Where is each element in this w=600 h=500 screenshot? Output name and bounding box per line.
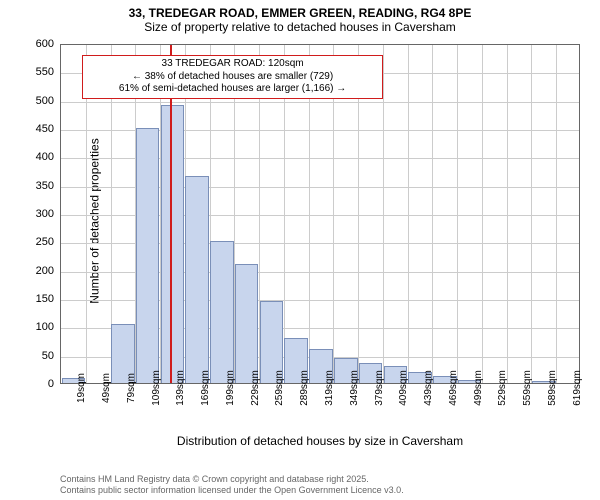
x-tick-label: 379sqm [374, 370, 385, 406]
x-tick-label: 409sqm [398, 370, 409, 406]
y-tick-label: 450 [14, 123, 54, 135]
x-tick-label: 319sqm [324, 370, 335, 406]
gridline-v [432, 45, 433, 383]
x-tick-label: 589sqm [547, 370, 558, 406]
x-tick-label: 229sqm [250, 370, 261, 406]
gridline-v [408, 45, 409, 383]
x-tick-label: 139sqm [175, 370, 186, 406]
y-tick-label: 100 [14, 321, 54, 333]
x-tick-label: 109sqm [151, 370, 162, 406]
y-tick-label: 50 [14, 350, 54, 362]
gridline-v [457, 45, 458, 383]
footer-attribution: Contains HM Land Registry data © Crown c… [60, 474, 404, 496]
x-tick-label: 499sqm [473, 370, 484, 406]
gridline-h [61, 102, 579, 103]
chart-titles: 33, TREDEGAR ROAD, EMMER GREEN, READING,… [0, 0, 600, 34]
chart-area: Number of detached properties 33 TREDEGA… [60, 44, 580, 424]
gridline-v [556, 45, 557, 383]
title-line1: 33, TREDEGAR ROAD, EMMER GREEN, READING,… [0, 6, 600, 20]
x-tick-label: 79sqm [126, 373, 137, 403]
x-tick-label: 289sqm [299, 370, 310, 406]
histogram-bar [161, 105, 185, 383]
y-tick-label: 250 [14, 236, 54, 248]
gridline-v [531, 45, 532, 383]
x-tick-label: 259sqm [274, 370, 285, 406]
y-tick-label: 200 [14, 265, 54, 277]
x-axis-label: Distribution of detached houses by size … [60, 434, 580, 448]
x-tick-label: 439sqm [423, 370, 434, 406]
footer-line2: Contains public sector information licen… [60, 485, 404, 496]
annotation-line3: 61% of semi-detached houses are larger (… [89, 83, 377, 96]
x-tick-label: 349sqm [349, 370, 360, 406]
y-tick-label: 550 [14, 66, 54, 78]
x-tick-label: 199sqm [225, 370, 236, 406]
histogram-bar [210, 241, 234, 383]
plot-region: 33 TREDEGAR ROAD: 120sqm← 38% of detache… [60, 44, 580, 384]
y-tick-label: 600 [14, 38, 54, 50]
footer-line1: Contains HM Land Registry data © Crown c… [60, 474, 404, 485]
annotation-line1: 33 TREDEGAR ROAD: 120sqm [89, 58, 377, 71]
y-tick-label: 150 [14, 293, 54, 305]
histogram-bar [136, 128, 160, 383]
histogram-bar [185, 176, 209, 383]
gridline-v [507, 45, 508, 383]
title-line2: Size of property relative to detached ho… [0, 20, 600, 34]
gridline-v [482, 45, 483, 383]
y-tick-label: 0 [14, 378, 54, 390]
y-tick-label: 300 [14, 208, 54, 220]
y-tick-label: 400 [14, 151, 54, 163]
x-tick-label: 559sqm [522, 370, 533, 406]
histogram-bar [235, 264, 259, 383]
x-tick-label: 529sqm [497, 370, 508, 406]
annotation-line2: ← 38% of detached houses are smaller (72… [89, 71, 377, 84]
x-tick-label: 49sqm [101, 373, 112, 403]
y-tick-label: 350 [14, 180, 54, 192]
x-tick-label: 169sqm [200, 370, 211, 406]
x-tick-label: 19sqm [76, 373, 87, 403]
x-tick-label: 469sqm [448, 370, 459, 406]
x-tick-label: 619sqm [572, 370, 583, 406]
y-tick-label: 500 [14, 95, 54, 107]
annotation-box: 33 TREDEGAR ROAD: 120sqm← 38% of detache… [82, 55, 384, 99]
